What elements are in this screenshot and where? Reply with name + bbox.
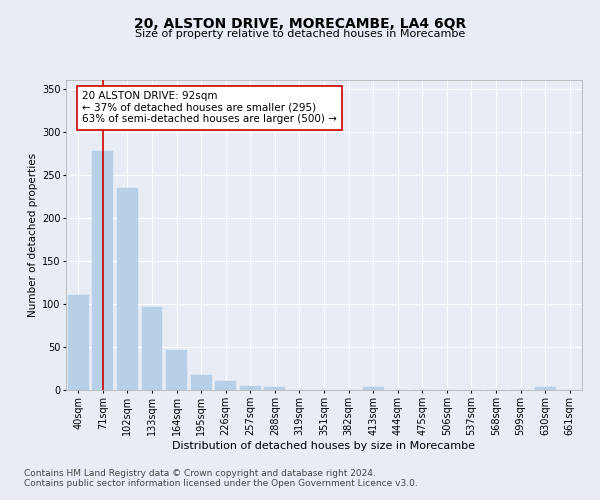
Text: Contains HM Land Registry data © Crown copyright and database right 2024.: Contains HM Land Registry data © Crown c… [24, 468, 376, 477]
Bar [240, 386, 261, 390]
Bar [265, 386, 286, 390]
Text: 20 ALSTON DRIVE: 92sqm
← 37% of detached houses are smaller (295)
63% of semi-de: 20 ALSTON DRIVE: 92sqm ← 37% of detached… [82, 91, 337, 124]
Bar [166, 350, 187, 390]
Bar [362, 388, 383, 390]
Text: Size of property relative to detached houses in Morecambe: Size of property relative to detached ho… [135, 29, 465, 39]
Y-axis label: Number of detached properties: Number of detached properties [28, 153, 38, 317]
Bar [92, 150, 113, 390]
Text: 20, ALSTON DRIVE, MORECAMBE, LA4 6QR: 20, ALSTON DRIVE, MORECAMBE, LA4 6QR [134, 18, 466, 32]
Bar [68, 296, 89, 390]
Bar [117, 188, 138, 390]
Bar [191, 374, 212, 390]
Text: Contains public sector information licensed under the Open Government Licence v3: Contains public sector information licen… [24, 478, 418, 488]
X-axis label: Distribution of detached houses by size in Morecambe: Distribution of detached houses by size … [173, 440, 476, 450]
Bar [142, 308, 163, 390]
Bar [535, 388, 556, 390]
Bar [215, 382, 236, 390]
